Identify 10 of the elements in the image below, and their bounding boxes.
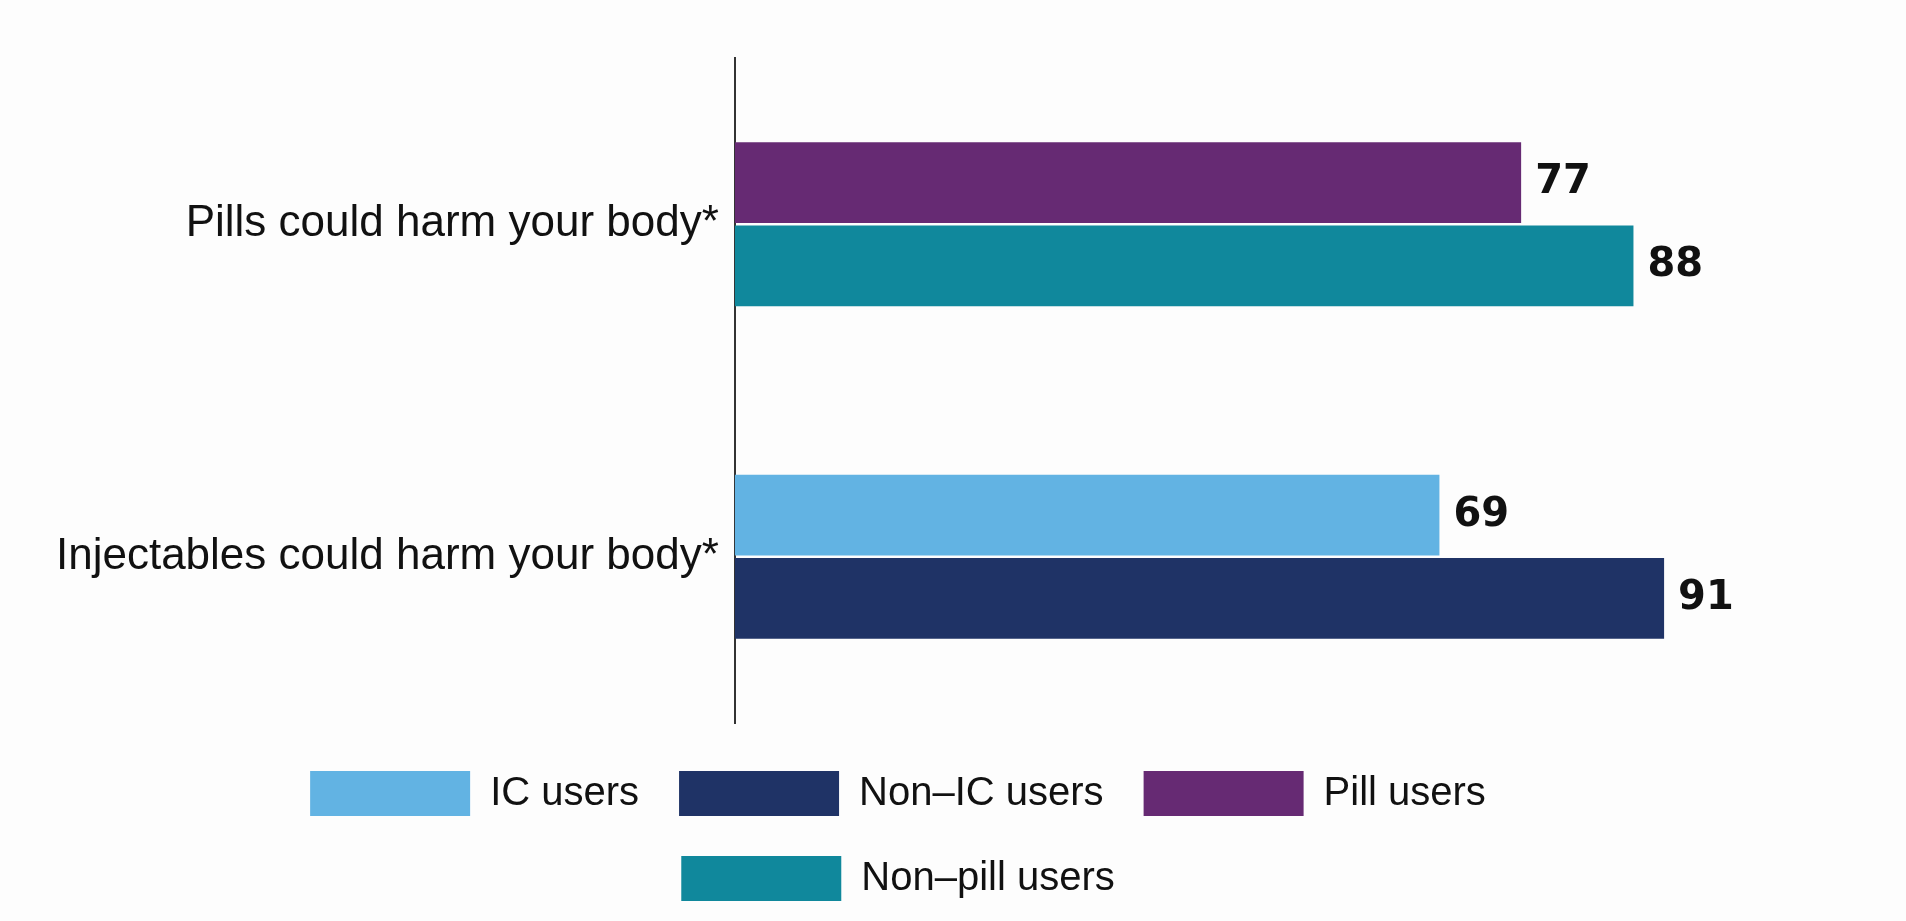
data-label: 88 — [1647, 239, 1704, 286]
legend-label: IC users — [490, 768, 640, 813]
data-label: 77 — [1535, 156, 1591, 203]
legend-label: Pill users — [1323, 768, 1486, 813]
y-tick-label: Injectables could harm your body* — [55, 528, 719, 578]
legend-label: Non–IC users — [859, 768, 1104, 813]
data-label: 91 — [1678, 571, 1734, 618]
data-label: 69 — [1453, 488, 1510, 535]
y-tick-label: Pills could harm your body* — [185, 196, 719, 246]
legend-label: Non–pill users — [861, 853, 1115, 898]
